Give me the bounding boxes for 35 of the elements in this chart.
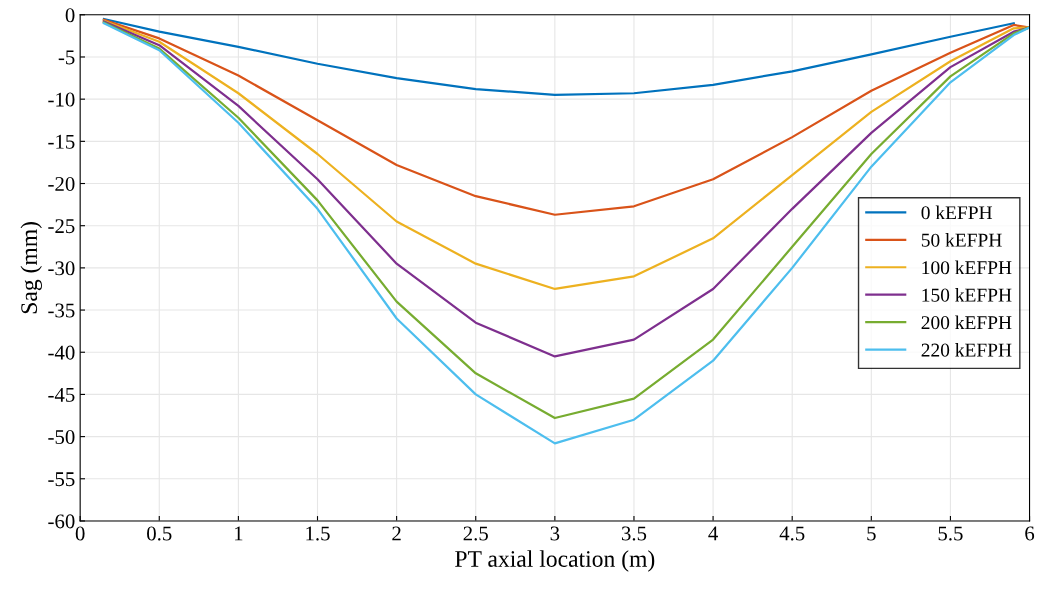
x-tick-label: 3 [550, 526, 560, 541]
x-tick-label: 2.5 [463, 526, 488, 541]
x-tick-label: 1 [235, 526, 243, 541]
legend-label: 220 kEFPH [921, 342, 1012, 357]
y-tick-label: -10 [48, 92, 75, 107]
legend-label: 50 kEFPH [921, 233, 1002, 247]
y-tick-label: -40 [48, 345, 75, 360]
y-tick-label: -15 [48, 134, 75, 149]
y-tick-label: -30 [48, 261, 75, 276]
y-tick-label: -20 [48, 176, 75, 191]
y-tick-label: -60 [48, 514, 75, 529]
x-tick-label: 1.5 [306, 526, 330, 541]
line-series [102, 17, 1015, 97]
y-tick-label: -35 [48, 303, 75, 318]
x-tick-label: 0 [75, 526, 85, 541]
x-tick-label: 2 [392, 526, 401, 541]
legend-label: 150 kEFPH [922, 288, 1012, 302]
y-tick-label: 0 [65, 8, 75, 23]
x-tick-label: 5 [867, 526, 876, 541]
x-tick-label: 6 [1025, 526, 1035, 541]
x-tick-label: 5.5 [938, 526, 963, 541]
y-axis-title: Sag (mm) [20, 222, 42, 314]
legend-label: 0 kEFPH [921, 205, 993, 220]
y-tick-label: -50 [48, 429, 75, 445]
legend-label: 200 kEFPH [921, 315, 1012, 330]
y-tick-label: -25 [48, 219, 75, 234]
x-axis-title: PT axial location (m) [455, 550, 655, 572]
y-tick-label: -45 [48, 387, 75, 402]
legend-label: 100 kEFPH [922, 260, 1012, 275]
x-tick-label: 0.5 [147, 526, 172, 541]
y-tick-label: -55 [48, 472, 75, 487]
x-tick-label: 3.5 [621, 526, 647, 541]
x-tick-label: 4.5 [779, 526, 805, 541]
y-tick-label: -5 [58, 50, 75, 65]
x-tick-label: 4 [708, 526, 718, 541]
